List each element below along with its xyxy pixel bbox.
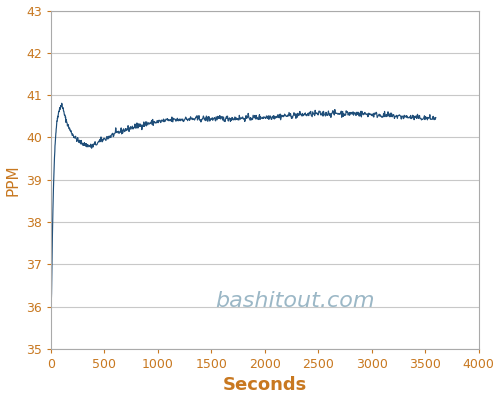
Y-axis label: PPM: PPM xyxy=(6,164,20,196)
X-axis label: Seconds: Seconds xyxy=(222,376,307,394)
Text: bashitout.com: bashitout.com xyxy=(215,292,374,312)
